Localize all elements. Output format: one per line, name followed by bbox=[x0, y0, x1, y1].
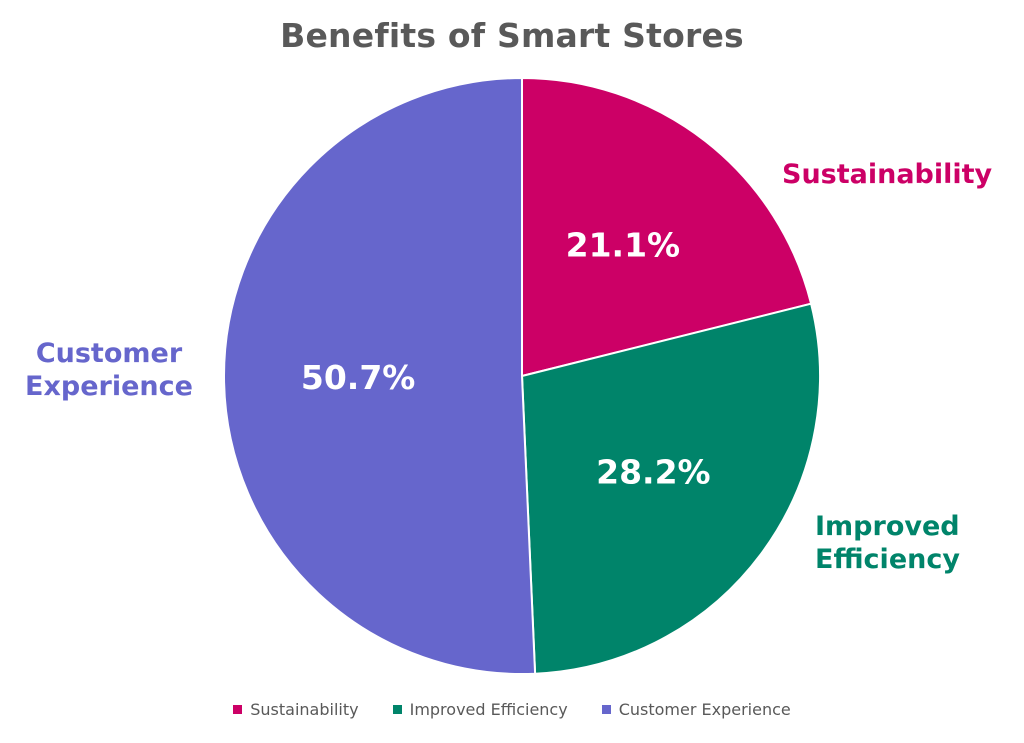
outer-label-customer-experience: Customer Experience bbox=[25, 338, 193, 402]
pie-value-label-sustainability: 21.1% bbox=[566, 225, 681, 264]
legend-item-sustainability[interactable]: Sustainability bbox=[233, 700, 359, 719]
pie-slice-sustainability[interactable] bbox=[521, 76, 813, 378]
chart-title: Benefits of Smart Stores bbox=[280, 16, 744, 55]
legend-item-customer-experience[interactable]: Customer Experience bbox=[601, 700, 791, 719]
legend-swatch-customer-experience bbox=[601, 705, 611, 714]
pie-slice-customer-experience[interactable] bbox=[223, 76, 537, 675]
pie-value-label-improved-efficiency: 28.2% bbox=[596, 452, 711, 491]
legend-swatch-sustainability bbox=[233, 705, 243, 714]
outer-label-sustainability: Sustainability bbox=[782, 159, 993, 190]
pie-slices bbox=[223, 76, 821, 675]
chart-legend: Sustainability Improved Efficiency Custo… bbox=[0, 700, 1024, 719]
pie-value-label-customer-experience: 50.7% bbox=[301, 358, 416, 397]
legend-swatch-improved-efficiency bbox=[392, 705, 402, 714]
pie-value-labels: 21.1% 28.2% 50.7% bbox=[301, 225, 711, 491]
legend-label-customer-experience: Customer Experience bbox=[618, 700, 791, 719]
legend-label-improved-efficiency: Improved Efficiency bbox=[409, 700, 568, 719]
legend-item-improved-efficiency[interactable]: Improved Efficiency bbox=[392, 700, 568, 719]
legend-label-sustainability: Sustainability bbox=[250, 700, 359, 719]
outer-label-improved-efficiency: Improved Efficiency bbox=[815, 511, 960, 575]
pie-slice-improved-efficiency[interactable] bbox=[520, 302, 821, 675]
